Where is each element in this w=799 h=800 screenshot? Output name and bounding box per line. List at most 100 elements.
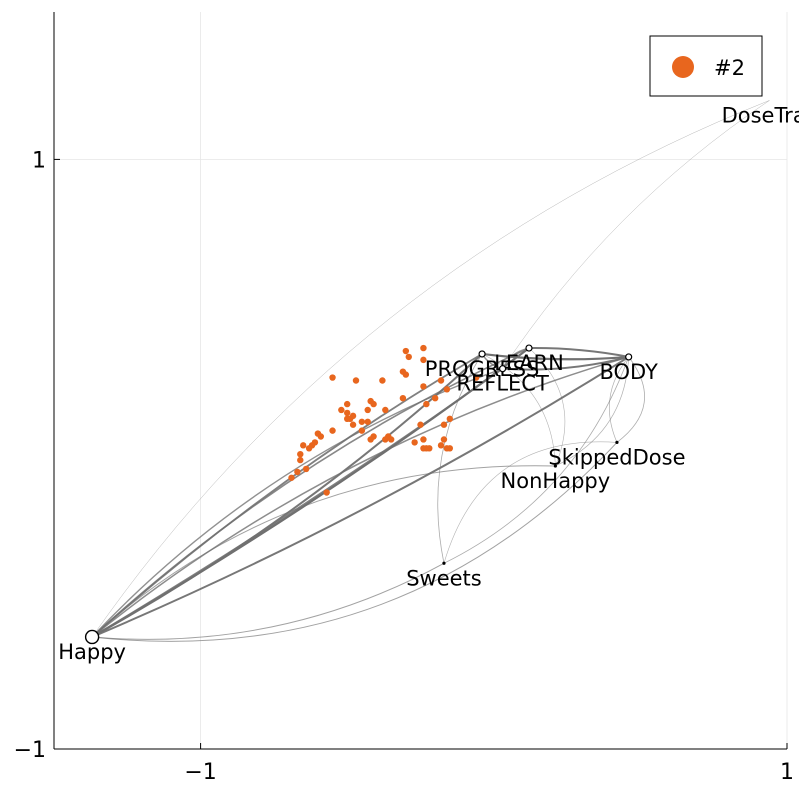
data-point xyxy=(473,374,480,381)
legend: #2 xyxy=(649,35,763,97)
data-point xyxy=(367,436,374,443)
data-point xyxy=(420,356,427,364)
data-point xyxy=(288,474,295,481)
data-point xyxy=(417,421,424,428)
graph-edge xyxy=(91,347,530,638)
graph-edge xyxy=(91,356,630,638)
data-point xyxy=(431,394,439,402)
node-label: BODY xyxy=(599,360,658,384)
data-point xyxy=(297,456,304,464)
data-point xyxy=(387,436,395,443)
data-point xyxy=(420,383,427,390)
graph-edge xyxy=(91,100,770,638)
data-point xyxy=(329,374,336,381)
node-label: DoseTrac xyxy=(722,103,799,127)
node-marker xyxy=(525,344,533,352)
graph-edge xyxy=(502,100,770,369)
graph-edge xyxy=(502,355,629,371)
graph-edge xyxy=(555,356,630,467)
x-tick-label: 1 xyxy=(780,760,794,785)
data-point xyxy=(364,406,371,414)
node-label: NonHappy xyxy=(501,469,611,493)
graph-edge xyxy=(528,347,629,358)
data-point xyxy=(440,421,448,428)
node-marker xyxy=(498,365,507,373)
node-marker xyxy=(615,440,619,445)
graph-edge xyxy=(528,347,566,467)
node-label: Sweets xyxy=(406,566,482,590)
data-point xyxy=(423,400,430,408)
node-marker xyxy=(553,464,557,468)
data-point xyxy=(437,442,445,449)
data-point xyxy=(411,439,418,446)
graph-edge xyxy=(92,562,445,640)
data-point xyxy=(352,377,360,384)
data-point xyxy=(402,347,410,355)
data-point xyxy=(302,465,310,473)
node-label: SkippedDose xyxy=(548,445,685,469)
node-marker xyxy=(478,350,486,358)
graph-edge xyxy=(608,356,629,443)
graph-edge xyxy=(443,441,617,564)
legend-box xyxy=(649,35,763,97)
data-point xyxy=(344,400,351,408)
data-point xyxy=(405,353,412,361)
axes: −1 1 −1 1 xyxy=(14,12,794,785)
graph-edge xyxy=(91,367,504,638)
data-point xyxy=(420,445,427,452)
data-point xyxy=(399,394,407,402)
data-point xyxy=(305,445,313,452)
y-tick-label: 1 xyxy=(32,148,46,173)
data-point xyxy=(294,468,301,476)
data-point xyxy=(382,406,389,414)
data-point xyxy=(338,406,345,414)
graph-edge xyxy=(91,368,503,638)
data-point xyxy=(364,418,371,425)
node-label: Happy xyxy=(58,640,126,664)
data-point xyxy=(443,386,451,393)
graph-edge xyxy=(91,353,483,638)
x-tick-label: −1 xyxy=(184,760,216,785)
node-label: REFLECT xyxy=(456,372,549,396)
graph-edges xyxy=(91,100,770,642)
data-point xyxy=(402,371,410,378)
data-point xyxy=(446,445,454,452)
y-tick-label: −1 xyxy=(14,738,46,763)
data-point xyxy=(323,489,330,496)
data-point xyxy=(300,442,307,449)
data-point xyxy=(437,377,445,384)
data-point xyxy=(446,415,454,423)
scatter-points xyxy=(288,344,480,496)
graph-edge xyxy=(91,465,556,638)
node-marker xyxy=(625,353,633,361)
graph-edge xyxy=(481,352,629,361)
graph-edge xyxy=(91,353,483,638)
node-marker xyxy=(84,629,100,645)
graph-edge xyxy=(481,353,556,467)
legend-marker xyxy=(672,56,694,78)
data-point xyxy=(358,418,366,425)
data-point xyxy=(420,436,427,443)
data-point xyxy=(379,377,386,384)
data-point xyxy=(440,436,448,443)
node-marker xyxy=(442,561,446,565)
graph-edge xyxy=(443,356,630,564)
graph-edge xyxy=(437,353,483,564)
data-point xyxy=(420,344,427,352)
data-point xyxy=(349,412,357,420)
data-point xyxy=(329,427,336,434)
data-point xyxy=(358,427,366,434)
legend-label: #2 xyxy=(714,56,745,80)
node-label: LEARN xyxy=(494,351,564,375)
data-point xyxy=(370,400,377,408)
grid xyxy=(54,12,788,750)
node-label: PROGRESS xyxy=(425,357,540,381)
data-point xyxy=(349,421,357,428)
data-point xyxy=(314,430,322,437)
graph-edge xyxy=(616,356,645,443)
graph-edge xyxy=(92,442,618,642)
data-point xyxy=(344,409,351,417)
data-point xyxy=(297,451,304,458)
